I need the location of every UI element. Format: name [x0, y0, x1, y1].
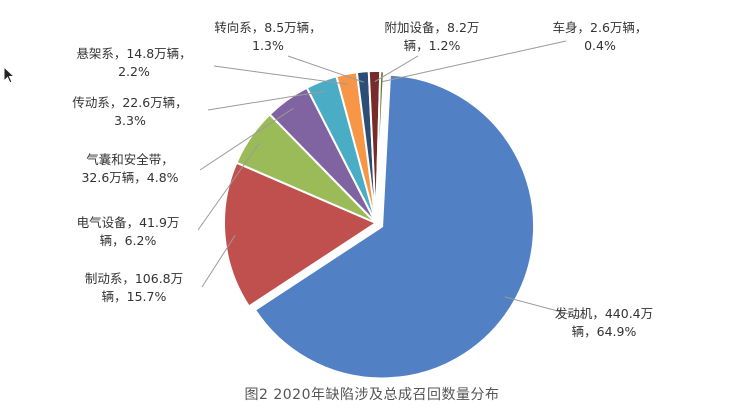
leader-line-3 [197, 142, 260, 231]
pie-slice-9 [375, 70, 386, 224]
pie-slice-1 [253, 73, 536, 380]
data-label-line: 制动系，106.8万 [85, 271, 183, 286]
data-label-line: 辆，15.7% [102, 289, 167, 304]
data-label-2: 制动系，106.8万辆，15.7% [85, 271, 183, 304]
mouse-cursor-icon [3, 66, 15, 84]
data-label-6: 悬架系，14.8万辆， 2.2% [76, 46, 191, 79]
data-label-line: 气囊和安全带， [86, 152, 174, 167]
figure-caption: 图2 2020年缺陷涉及总成召回数量分布 [244, 387, 500, 403]
leader-line-7 [287, 55, 364, 83]
data-label-line: 传动系，22.6万辆， [72, 95, 187, 110]
data-label-line: 转向系，8.5万辆， [214, 20, 321, 35]
data-label-line: 32.6万辆，4.8% [81, 170, 178, 185]
data-label-line: 辆，6.2% [100, 233, 157, 248]
data-label-8: 附加设备，8.2万辆，1.2% [385, 20, 480, 53]
leader-line-8 [374, 55, 419, 83]
data-label-line: 辆，1.2% [404, 38, 461, 53]
data-label-1: 发动机，440.4万辆，64.9% [555, 306, 653, 339]
data-label-line: 车身，2.6万辆， [553, 20, 648, 35]
data-label-5: 传动系，22.6万辆， 3.3% [72, 95, 187, 128]
data-label-line: 辆，64.9% [572, 324, 637, 339]
data-label-4: 气囊和安全带， 32.6万辆，4.8% [81, 152, 178, 185]
data-label-line: 发动机，440.4万 [555, 306, 653, 321]
data-label-line: 附加设备，8.2万 [385, 20, 480, 35]
data-label-9: 车身，2.6万辆， 0.4% [553, 20, 648, 53]
data-label-line: 0.4% [584, 38, 616, 53]
leader-line-5 [207, 90, 326, 111]
data-label-line: 电气设备，41.9万 [77, 215, 180, 230]
leader-line-9 [381, 40, 567, 83]
data-label-line: 3.3% [114, 113, 146, 128]
data-label-3: 电气设备，41.9万辆，6.2% [77, 215, 180, 248]
leader-line-6 [213, 65, 349, 85]
data-label-line: 悬架系，14.8万辆， [76, 46, 191, 61]
leader-line-1 [504, 296, 585, 319]
data-label-line: 2.2% [118, 64, 150, 79]
data-label-7: 转向系，8.5万辆， 1.3% [214, 20, 321, 53]
data-label-line: 1.3% [252, 38, 284, 53]
leader-line-2 [201, 234, 236, 288]
leader-line-4 [199, 107, 294, 171]
pie-slice-2 [223, 161, 379, 308]
